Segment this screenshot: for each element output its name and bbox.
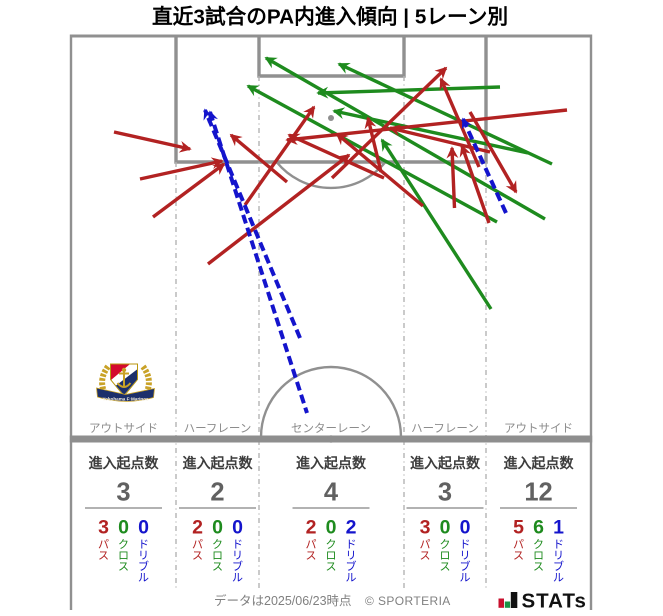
svg-text:ス: ス — [533, 561, 544, 573]
svg-text:ス: ス — [192, 550, 203, 562]
svg-text:リ: リ — [232, 550, 243, 562]
svg-text:データは2025/06/23時点: データは2025/06/23時点 — [214, 593, 352, 608]
svg-text:ブ: ブ — [553, 559, 564, 573]
svg-text:ス: ス — [440, 561, 451, 573]
svg-text:Yokohama F·Marinos: Yokohama F·Marinos — [102, 397, 149, 402]
svg-text:3: 3 — [438, 479, 452, 507]
svg-text:パ: パ — [420, 538, 431, 551]
svg-text:リ: リ — [553, 550, 564, 562]
svg-text:2: 2 — [192, 517, 203, 539]
svg-text:ル: ル — [460, 572, 471, 584]
svg-text:ロ: ロ — [212, 550, 223, 562]
svg-text:2: 2 — [306, 517, 317, 539]
svg-text:3: 3 — [420, 517, 431, 539]
svg-text:ロ: ロ — [440, 550, 451, 562]
svg-text:6: 6 — [533, 517, 544, 539]
svg-text:ス: ス — [513, 550, 524, 562]
svg-text:アウトサイド: アウトサイド — [89, 422, 158, 435]
svg-text:進入起点数: 進入起点数 — [183, 455, 254, 471]
svg-text:ス: ス — [326, 561, 337, 573]
svg-text:パ: パ — [513, 538, 524, 551]
svg-text:ブ: ブ — [346, 559, 357, 573]
svg-text:12: 12 — [524, 479, 552, 507]
svg-text:ス: ス — [118, 561, 129, 573]
svg-text:ス: ス — [306, 550, 317, 562]
svg-text:© SPORTERIA: © SPORTERIA — [365, 594, 451, 608]
svg-text:0: 0 — [440, 517, 451, 539]
svg-text:2: 2 — [346, 517, 357, 539]
svg-text:ハーフレーン: ハーフレーン — [411, 423, 479, 435]
svg-text:ク: ク — [326, 538, 337, 551]
svg-text:STATs: STATs — [522, 590, 587, 612]
svg-text:進入起点数: 進入起点数 — [410, 455, 481, 471]
svg-text:ロ: ロ — [326, 550, 337, 562]
svg-text:ブ: ブ — [138, 559, 149, 573]
svg-text:ド: ド — [460, 539, 471, 551]
svg-text:0: 0 — [212, 517, 223, 539]
svg-text:ク: ク — [118, 538, 129, 551]
svg-text:ブ: ブ — [232, 559, 243, 573]
svg-text:ス: ス — [98, 550, 109, 562]
svg-text:ド: ド — [553, 539, 564, 551]
svg-text:ス: ス — [212, 561, 223, 573]
svg-text:ル: ル — [232, 572, 243, 584]
svg-text:リ: リ — [460, 550, 471, 562]
svg-text:0: 0 — [460, 517, 471, 539]
svg-text:5: 5 — [513, 517, 524, 539]
svg-text:ハーフレーン: ハーフレーン — [184, 423, 252, 435]
svg-text:リ: リ — [346, 550, 357, 562]
svg-text:進入起点数: 進入起点数 — [89, 455, 160, 471]
svg-text:パ: パ — [306, 538, 317, 551]
svg-text:0: 0 — [118, 517, 129, 539]
svg-text:直近3試合のPA内進入傾向 | 5レーン別: 直近3試合のPA内進入傾向 | 5レーン別 — [152, 5, 508, 29]
svg-text:ク: ク — [440, 538, 451, 551]
svg-text:リ: リ — [138, 550, 149, 562]
svg-text:0: 0 — [232, 517, 243, 539]
svg-text:進入起点数: 進入起点数 — [504, 455, 575, 471]
svg-text:ク: ク — [533, 538, 544, 551]
svg-text:パ: パ — [98, 538, 109, 551]
svg-text:ブ: ブ — [460, 559, 471, 573]
svg-text:ル: ル — [138, 572, 149, 584]
svg-text:ル: ル — [346, 572, 357, 584]
svg-text:ド: ド — [346, 539, 357, 551]
svg-text:0: 0 — [326, 517, 337, 539]
svg-text:進入起点数: 進入起点数 — [296, 455, 367, 471]
svg-text:2: 2 — [210, 479, 224, 507]
svg-text:アウトサイド: アウトサイド — [504, 422, 573, 435]
svg-text:ド: ド — [232, 539, 243, 551]
svg-text:ク: ク — [212, 538, 223, 551]
svg-text:3: 3 — [98, 517, 109, 539]
svg-text:ロ: ロ — [118, 550, 129, 562]
svg-text:ロ: ロ — [533, 550, 544, 562]
svg-text:4: 4 — [324, 479, 339, 507]
svg-text:ド: ド — [138, 539, 149, 551]
svg-text:ス: ス — [420, 550, 431, 562]
svg-text:ル: ル — [553, 572, 564, 584]
svg-text:1: 1 — [553, 517, 564, 539]
svg-text:パ: パ — [192, 538, 203, 551]
svg-text:0: 0 — [138, 517, 149, 539]
svg-text:センターレーン: センターレーン — [291, 422, 371, 435]
svg-text:3: 3 — [116, 479, 130, 507]
